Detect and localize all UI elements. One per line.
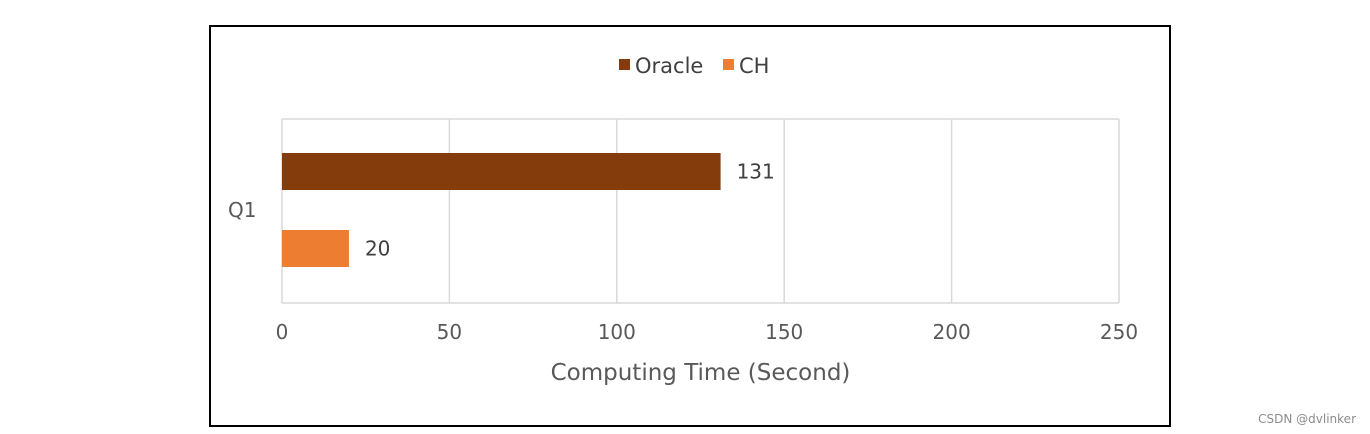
x-tick-100: 100: [598, 320, 636, 344]
bar-chart: Oracle CH 131 20 0 50 100 150 200 250 Q1 Comput…: [228, 54, 1138, 386]
x-tick-0: 0: [276, 320, 289, 344]
x-tick-labels: 0 50 100 150 200 250: [276, 320, 1138, 344]
x-tick-200: 200: [933, 320, 971, 344]
x-axis-title: Computing Time (Second): [551, 360, 851, 386]
watermark: CSDN @dvlinker: [1258, 412, 1356, 426]
legend-swatch-ch: [723, 59, 734, 70]
chart-frame: Oracle CH 131 20 0 50 100 150 200 250 Q1 Comput…: [209, 25, 1171, 427]
x-tick-250: 250: [1100, 320, 1138, 344]
x-tick-50: 50: [437, 320, 462, 344]
data-label-ch-q1: 20: [365, 237, 390, 261]
data-labels: 131 20: [365, 160, 775, 261]
legend-label-oracle: Oracle: [635, 54, 703, 78]
category-label-q1: Q1: [228, 198, 256, 222]
bar-oracle-q1: [282, 153, 721, 190]
bar-ch-q1: [282, 230, 349, 267]
legend-swatch-oracle: [619, 59, 630, 70]
gridlines: [281, 118, 1120, 304]
bars: [282, 153, 721, 267]
category-labels: Q1: [228, 198, 256, 222]
x-tick-150: 150: [765, 320, 803, 344]
legend: Oracle CH: [619, 54, 769, 78]
legend-label-ch: CH: [739, 54, 769, 78]
data-label-oracle-q1: 131: [737, 160, 775, 184]
